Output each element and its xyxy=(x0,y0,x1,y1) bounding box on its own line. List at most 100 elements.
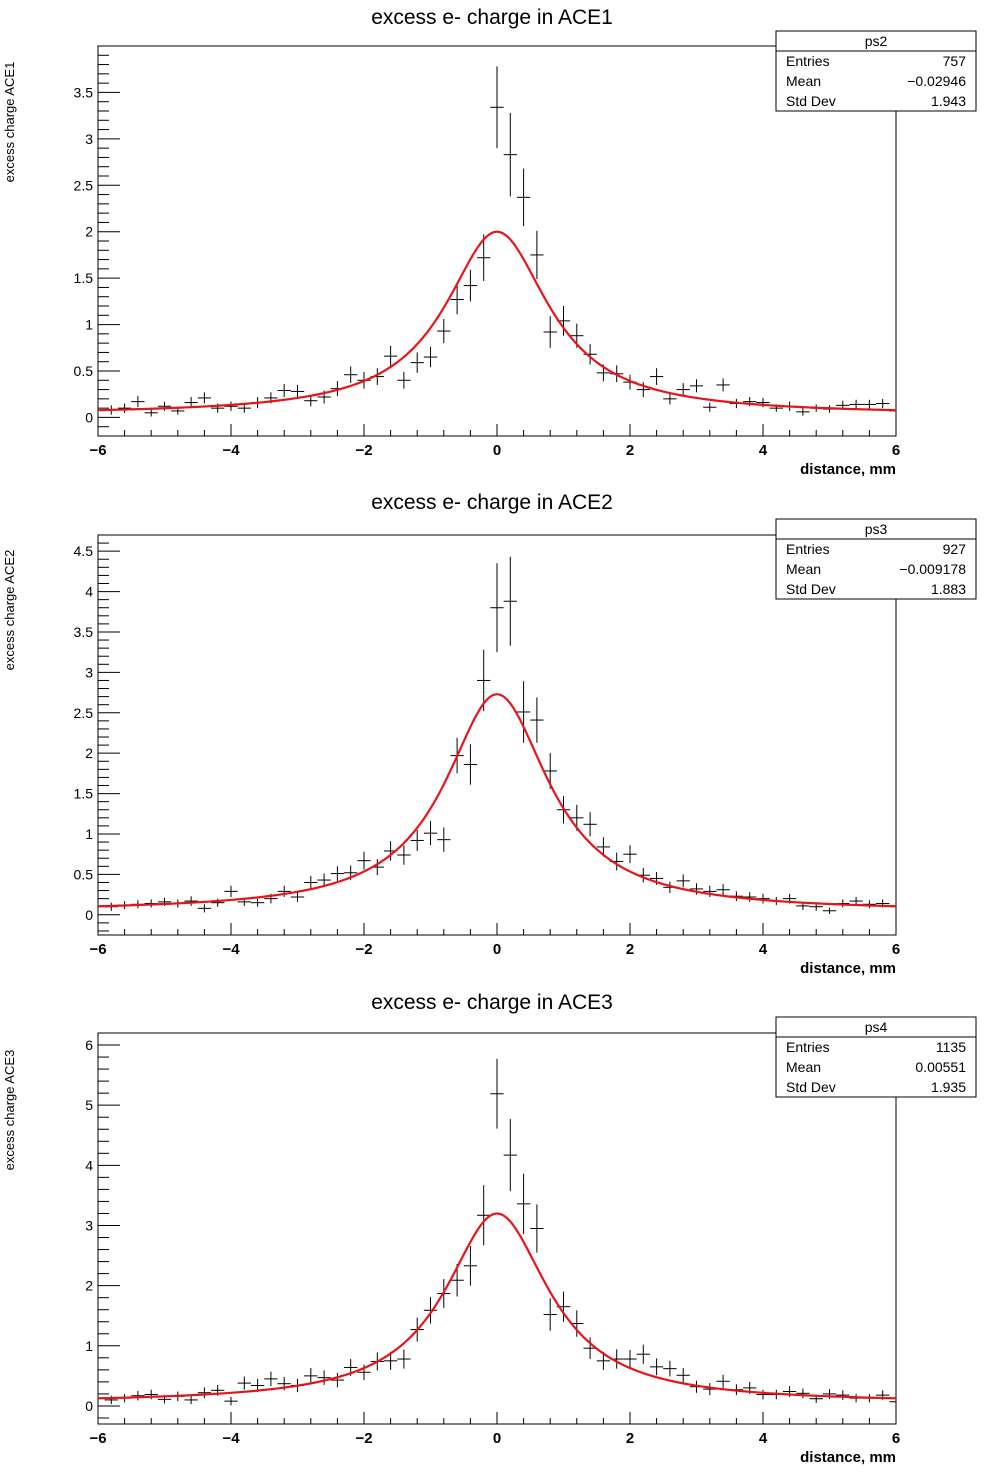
data-point xyxy=(623,845,637,864)
data-point xyxy=(463,1245,478,1286)
stats-value: 1.935 xyxy=(931,1079,966,1095)
stats-value: 927 xyxy=(943,541,967,557)
stats-key: Std Dev xyxy=(786,1079,836,1095)
x-tick-label: −6 xyxy=(89,1430,106,1447)
stats-key: Mean xyxy=(786,1059,821,1075)
data-point xyxy=(224,885,238,898)
y-axis-label: excess charge ACE2 xyxy=(2,550,17,671)
data-point xyxy=(849,897,863,906)
data-point xyxy=(676,874,690,888)
fit-curve xyxy=(97,1212,897,1400)
data-point xyxy=(397,371,411,389)
y-axis-label: excess charge ACE1 xyxy=(2,62,17,183)
y-tick-label: 0 xyxy=(85,409,93,425)
data-point xyxy=(463,269,478,302)
x-tick-label: −6 xyxy=(89,442,106,459)
x-axis-label: distance, mm xyxy=(800,1449,896,1466)
data-point xyxy=(623,1350,637,1369)
y-tick-label: 3 xyxy=(85,131,93,147)
chart-title: excess e- charge in ACE2 xyxy=(371,491,613,514)
data-point xyxy=(649,1358,664,1376)
chart-panel-2: excess e- charge in ACE2 excess charge AC… xyxy=(2,491,977,977)
data-point xyxy=(716,1374,730,1388)
data-point xyxy=(822,907,837,914)
data-point xyxy=(490,1058,504,1129)
stats-box: ps3 Entries 927 Mean −0.009178 Std Dev 1.883 xyxy=(775,518,977,600)
y-axis-label: excess charge ACE3 xyxy=(2,1050,17,1171)
data-point xyxy=(197,392,212,404)
stats-key: Std Dev xyxy=(786,93,836,109)
stats-box-name: ps3 xyxy=(865,521,888,537)
data-point xyxy=(530,697,544,743)
data-point xyxy=(397,1349,411,1369)
data-point xyxy=(716,884,730,896)
data-point xyxy=(304,1368,318,1384)
stats-value: 757 xyxy=(943,53,967,69)
data-point xyxy=(516,681,531,743)
data-point xyxy=(676,383,690,397)
y-tick-label: 2 xyxy=(85,1278,93,1294)
data-point xyxy=(437,319,451,344)
data-point xyxy=(144,409,158,417)
y-tick-label: 1.5 xyxy=(74,786,94,802)
data-point xyxy=(131,1390,145,1401)
stats-value: 1.943 xyxy=(931,93,966,109)
stats-value: −0.009178 xyxy=(899,561,966,577)
data-point xyxy=(317,873,331,887)
data-point xyxy=(277,885,291,898)
data-point xyxy=(703,885,717,898)
x-axis-label: distance, mm xyxy=(800,960,896,977)
data-point xyxy=(277,384,291,397)
data-point xyxy=(490,563,504,653)
data-point xyxy=(503,556,517,646)
data-point xyxy=(503,112,517,197)
data-point xyxy=(543,316,557,348)
x-axis-label: distance, mm xyxy=(800,461,896,478)
data-point xyxy=(290,892,305,902)
data-point xyxy=(250,898,265,907)
data-point xyxy=(383,345,398,367)
data-point xyxy=(583,812,597,837)
x-tick-label: −6 xyxy=(89,941,106,958)
stats-box-frame xyxy=(775,1016,977,1098)
data-point xyxy=(477,234,491,281)
data-point xyxy=(264,1371,278,1387)
data-point xyxy=(117,403,132,413)
y-tick-label: 2 xyxy=(85,224,93,240)
stats-box-frame xyxy=(775,518,977,600)
data-point xyxy=(862,399,877,410)
stats-box: ps2 Entries 757 Mean −0.02946 Std Dev 1.943 xyxy=(775,30,977,112)
data-point xyxy=(796,408,810,416)
data-point xyxy=(503,1119,517,1192)
stats-value: 0.00551 xyxy=(915,1059,966,1075)
x-tick-label: −4 xyxy=(222,442,240,459)
fit-curve xyxy=(97,230,897,412)
data-point xyxy=(596,837,611,857)
stats-box-name: ps2 xyxy=(865,33,888,49)
data-point xyxy=(490,66,504,149)
data-point xyxy=(516,1173,531,1234)
data-point xyxy=(423,346,438,368)
chart-title: excess e- charge in ACE1 xyxy=(371,6,613,29)
x-tick-label: 6 xyxy=(892,442,900,459)
stats-value: −0.02946 xyxy=(907,73,966,89)
x-tick-label: 0 xyxy=(493,442,501,459)
x-tick-label: −2 xyxy=(355,442,372,459)
data-point xyxy=(330,866,345,881)
data-point xyxy=(796,1388,810,1399)
data-point xyxy=(743,892,757,902)
x-tick-label: 2 xyxy=(626,442,634,459)
data-point xyxy=(224,401,238,411)
stats-value: 1135 xyxy=(936,1039,966,1055)
data-point xyxy=(157,401,172,411)
y-tick-label: 0.5 xyxy=(74,866,94,882)
data-point xyxy=(423,821,438,846)
y-tick-label: 2 xyxy=(85,745,93,761)
data-point xyxy=(197,904,212,913)
data-point xyxy=(237,1376,251,1390)
y-tick-label: 1 xyxy=(85,1338,93,1354)
data-point xyxy=(357,851,371,870)
y-tick-label: 1 xyxy=(85,317,93,333)
data-point xyxy=(224,1396,238,1406)
